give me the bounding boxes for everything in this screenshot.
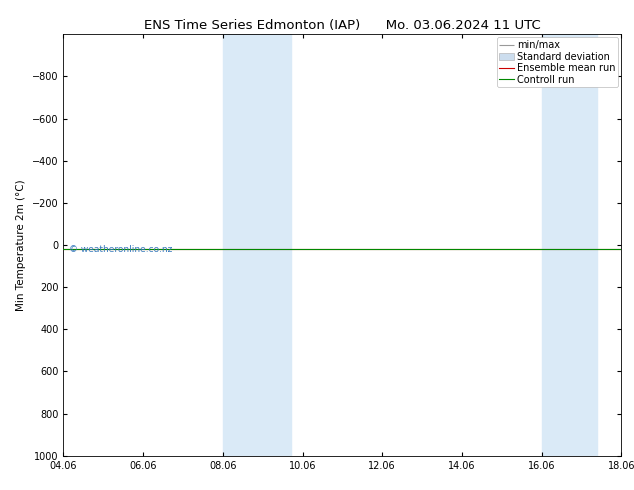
Bar <box>223 34 290 456</box>
Text: © weatheronline.co.nz: © weatheronline.co.nz <box>69 245 172 254</box>
Legend: min/max, Standard deviation, Ensemble mean run, Controll run: min/max, Standard deviation, Ensemble me… <box>496 37 618 87</box>
Y-axis label: Min Temperature 2m (°C): Min Temperature 2m (°C) <box>16 179 27 311</box>
Bar <box>541 34 597 456</box>
Title: ENS Time Series Edmonton (IAP)      Mo. 03.06.2024 11 UTC: ENS Time Series Edmonton (IAP) Mo. 03.06… <box>144 19 541 32</box>
